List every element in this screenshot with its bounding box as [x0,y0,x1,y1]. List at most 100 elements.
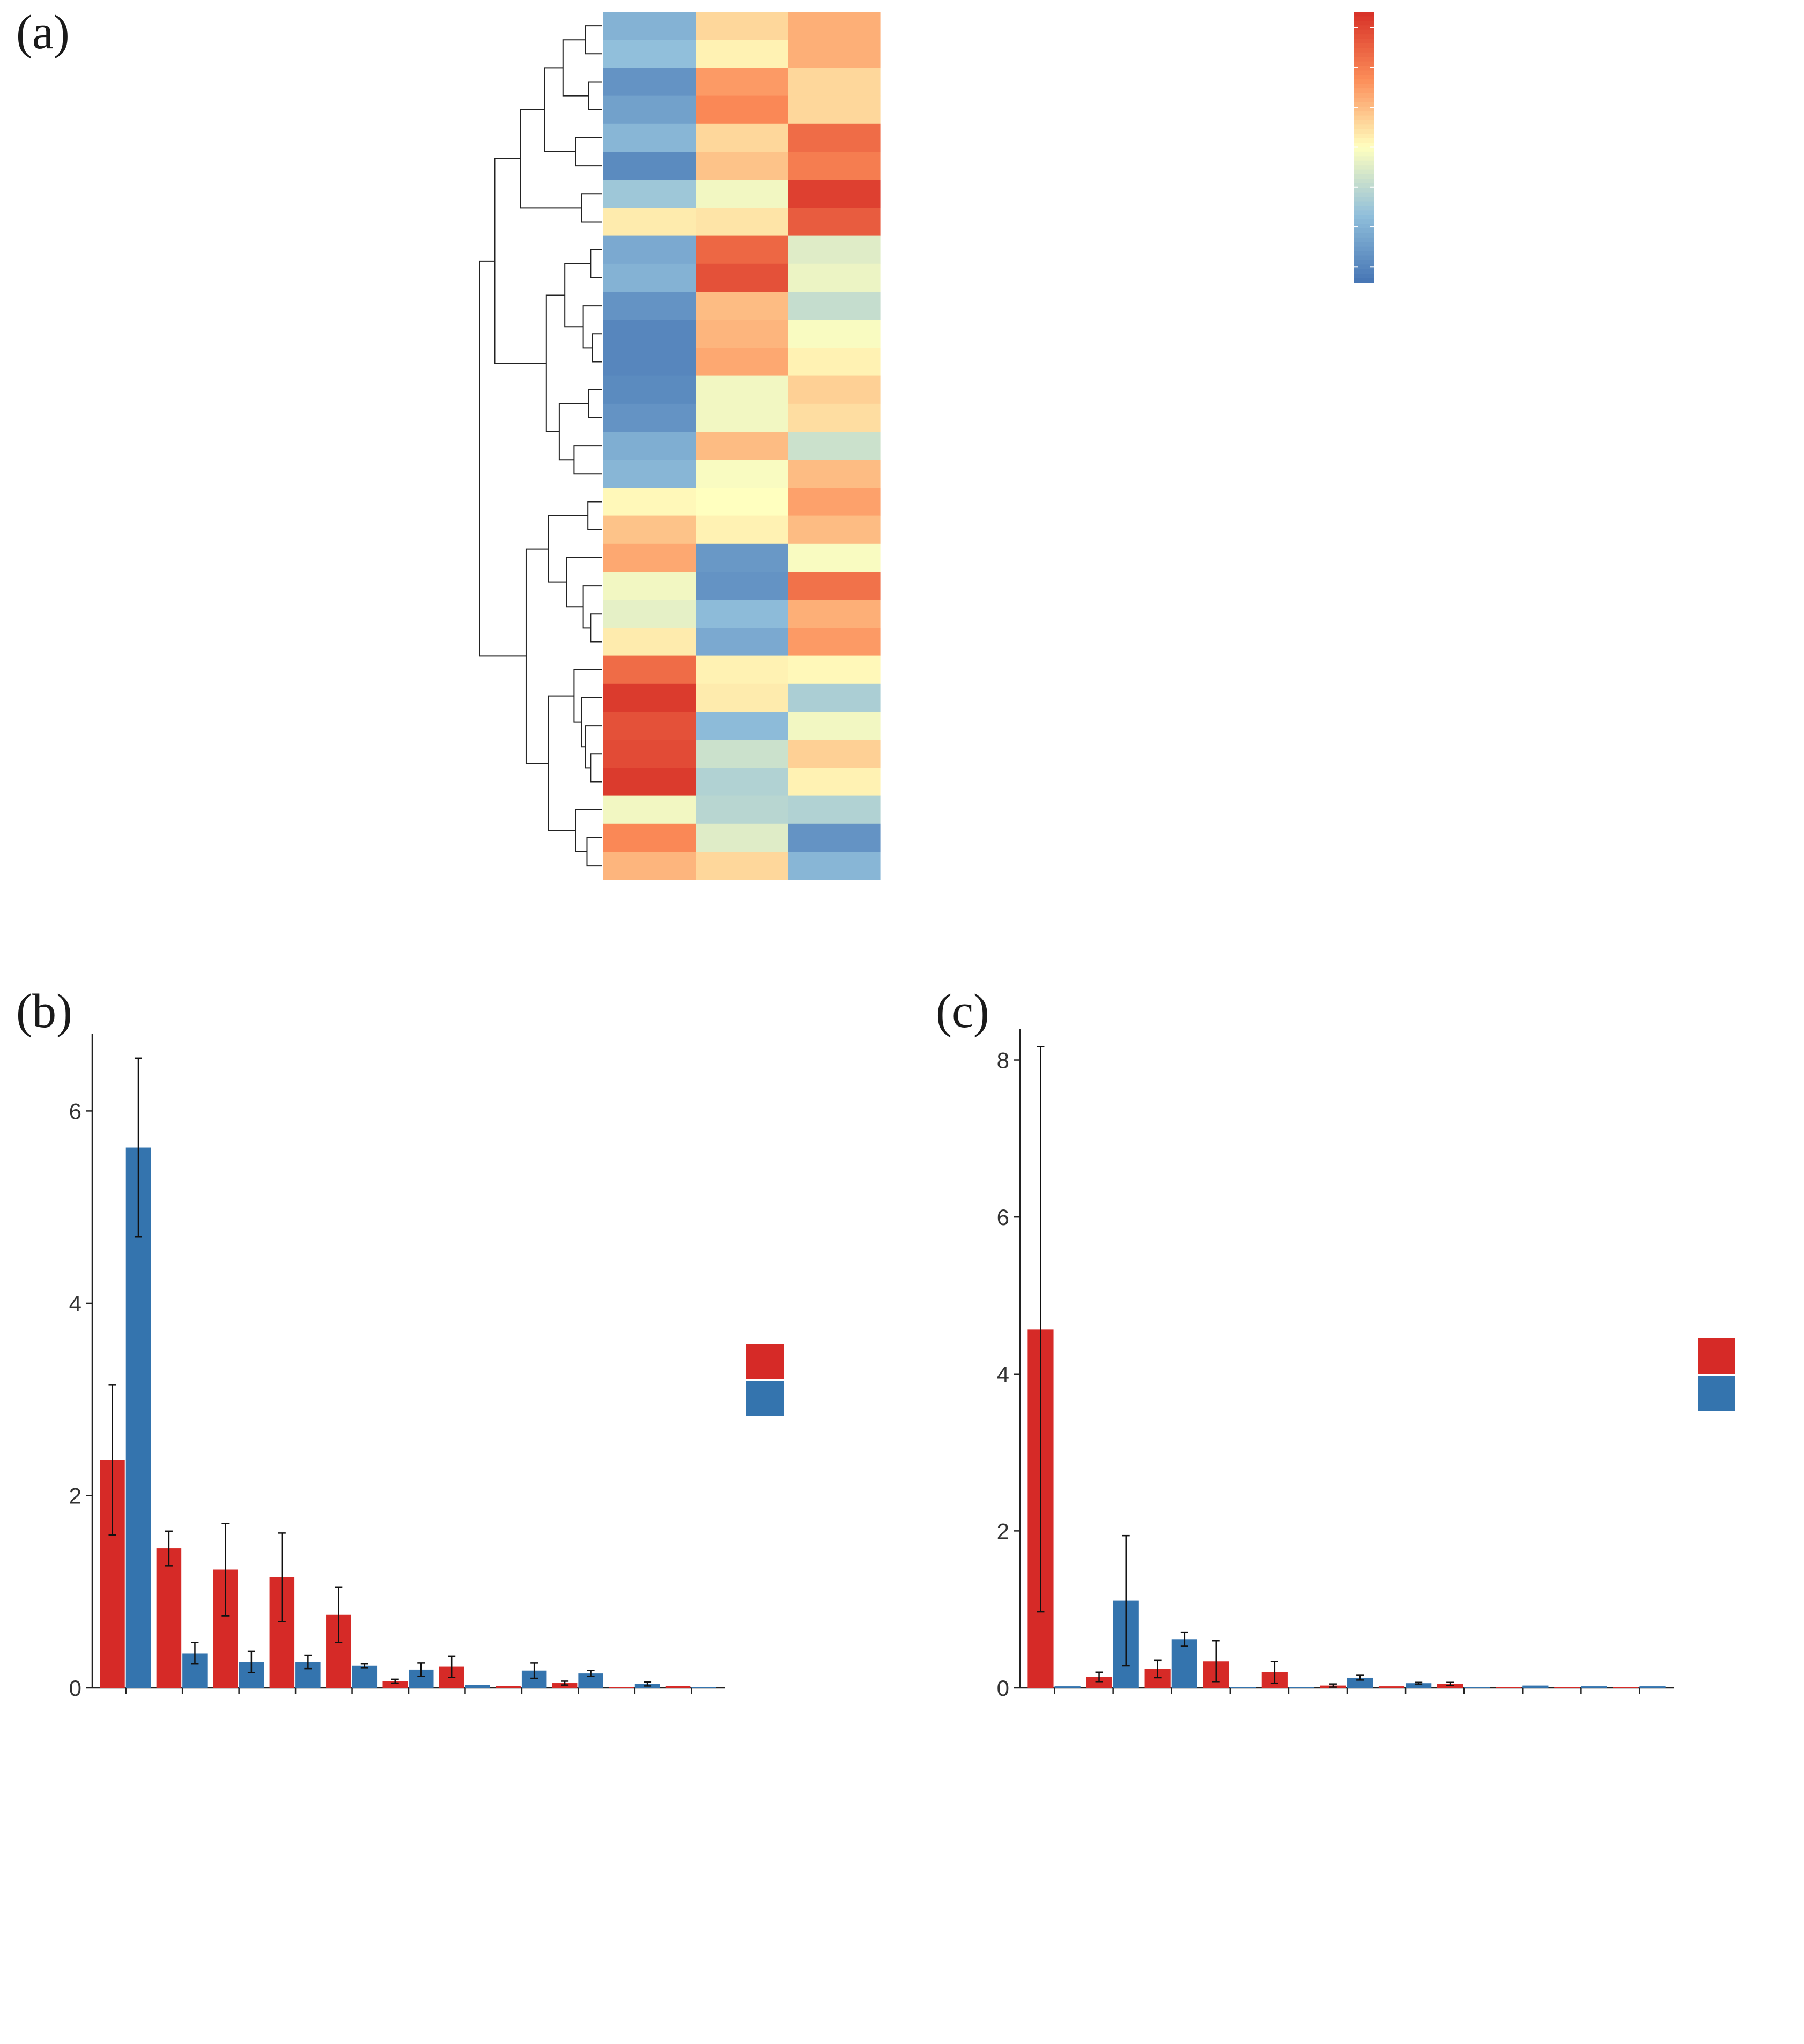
heatmap-cell-lachnospiraceae-unclassified-normal [696,488,788,516]
heatmap-cell-kineothrix-normal [696,460,788,488]
heatmap-panel: (a) [16,6,1374,880]
heatmap-cell-roseburia-normal [696,740,788,768]
heatmap-cell-eubacterium-xylanophilum-group-lop [788,235,881,264]
dendrogram-branch [588,81,602,110]
heatmap-cell-candidatus-saccharimonas-normal [696,12,788,40]
dendrogram-branch [479,260,526,657]
heatmap-cell-ucg-010-unclassified-dhc [603,403,696,432]
heatmap-cell-eubacterium-siraeum-group-normal [696,515,788,544]
colorbar-segment [1354,160,1374,166]
heatmap-cell-firmicutes-unclassified-lop [788,543,881,572]
heatmap-cell-erysipelatoclostridium-dhc [603,852,696,880]
colorbar-segment [1354,61,1374,67]
y-tick-label: 6 [997,1205,1009,1230]
heatmap-cell-lachnospiraceae-nk4a136-group-lop [788,320,881,348]
dendrogram-branch [575,809,602,852]
heatmap-cell-akkermansia-dhc [603,683,696,712]
heatmap-cell-lachnospiraceae-nk4a136-group-normal [696,320,788,348]
dendrogram-branch [582,585,602,629]
heatmap-cell-clostridium-normal [696,68,788,97]
heatmap-cell-ligilactobacillus-normal [696,263,788,292]
bar-lop-g-peptococcaceae-unclassified [1171,1639,1197,1688]
bar-chart-c: 0 2 4 6 8 [997,1029,1735,1701]
heatmap-cell-desulfovibrio-dhc [603,292,696,320]
dendrogram-branch [590,613,602,643]
colorbar-segment [1354,16,1374,21]
bar-lop-g-robinsoniella [156,1548,182,1688]
bar-chart-c-panel: (c) 0 2 4 6 8 [936,985,1735,1701]
heatmap-cells [603,12,881,880]
colorbar-segment [1354,111,1374,116]
colorbar-segment [1354,88,1374,94]
heatmap-cell-ligilactobacillus-lop [788,263,881,292]
colorbar-segment [1354,43,1374,49]
colorbar-segment [1354,255,1374,261]
heatmap-cell-eubacterium-coprostanoligenes-group-unclassified-normal [696,208,788,237]
legend-swatch-dhc [1698,1338,1735,1374]
colorbar-segment [1354,269,1374,274]
colorbar-segment [1354,260,1374,265]
heatmap-cell-candidatus-saccharimonas-dhc [603,12,696,40]
heatmap-cell-alistipes-lop [788,572,881,600]
dendrogram-branch [564,263,591,328]
bar-lop-g-ht002 [496,1686,521,1688]
colorbar-segment [1354,25,1374,31]
bar-dhc-g-negativibacillus [1613,1687,1639,1688]
heatmap-cell-robinsoniella-lop [788,600,881,628]
bar-dhc-g-christensenellaceae-unclassified [1378,1686,1405,1688]
y-tick-label: 0 [997,1676,1009,1701]
colorbar-segment [1354,120,1374,126]
bar-lop-g-vibrio [1581,1686,1607,1688]
heatmap-cell-lachnospiraceae-nk4a136-group-dhc [603,320,696,348]
heatmap-cell-colidextribacter-lop [788,628,881,656]
heatmap-cell-clostridiales-unclassified-dhc [603,123,696,152]
panel-b-label: (b) [16,985,72,1038]
heatmap-cell-firmicutes-unclassified-dhc [603,543,696,572]
colorbar-segment [1354,246,1374,252]
bar-lop-g-bacteroidetes-unclassified [1288,1687,1315,1688]
heatmap-cell-anaerotignum-dhc [603,348,696,377]
heatmap-cell-akkermansia-lop [788,683,881,712]
bar-chart-b-panel: (b) 0 2 4 6 [16,985,784,1701]
heatmap-cell-erysipelatoclostridium-lop [788,852,881,880]
bar-dhc-g-candidatus-stoquefichus [1496,1687,1522,1688]
heatmap-cell-candidatus-saccharimonas-lop [788,12,881,40]
colorbar-segment [1354,165,1374,171]
y-tick-label: 2 [69,1483,82,1508]
heatmap-cell-lachnospiraceae-unclassified-dhc [603,488,696,516]
heatmap-cell-eubacterium-siraeum-group-dhc [603,515,696,544]
heatmap-cell-kineothrix-lop [788,460,881,488]
colorbar-segment [1354,228,1374,234]
colorbar-segment [1354,138,1374,143]
heatmap-cell-ruminococcus-dhc [603,795,696,824]
dendrogram-branch [545,294,565,432]
colorbar-segment [1354,75,1374,80]
colorbar-segment [1354,124,1374,130]
heatmap-cell-helicobacter-lop [788,40,881,68]
colorbar-segment [1354,274,1374,279]
heatmap-cell-roseburia-dhc [603,740,696,768]
colorbar-segment [1354,205,1374,211]
dendrogram-branch [548,515,588,583]
heatmap-cell-lachnospiraceae-unclassified-lop [788,488,881,516]
heatmap-cell-clostridiales-unclassified-normal [696,123,788,152]
colorbar-segment [1354,70,1374,76]
heatmap-cell-desulfovibrio-normal [696,292,788,320]
colorbar-segment [1354,264,1374,270]
heatmap-cell-lachnospiraceae-ucg-006-dhc [603,152,696,180]
dendrogram-branch [581,193,602,223]
heatmap-cell-desulfovibrionaceae-unclassified-lop [788,180,881,208]
heatmap-cell-muribaculaceae-unclassified-dhc [603,432,696,460]
heatmap-cell-others-normal [696,768,788,796]
heatmap-cell-clostridia-ucg-014-unclassified-dhc [603,375,696,404]
colorbar-segment [1354,215,1374,220]
colorbar-segment [1354,183,1374,189]
dendrogram-branch [592,333,602,363]
heatmap-cell-clostridia-ucg-014-unclassified-normal [696,375,788,404]
colorbar-segment [1354,224,1374,229]
colorbar-segment [1354,174,1374,180]
dendrogram-branch [575,137,602,167]
colorbar-segment [1354,79,1374,85]
heatmap-cell-ligilactobacillus-dhc [603,263,696,292]
